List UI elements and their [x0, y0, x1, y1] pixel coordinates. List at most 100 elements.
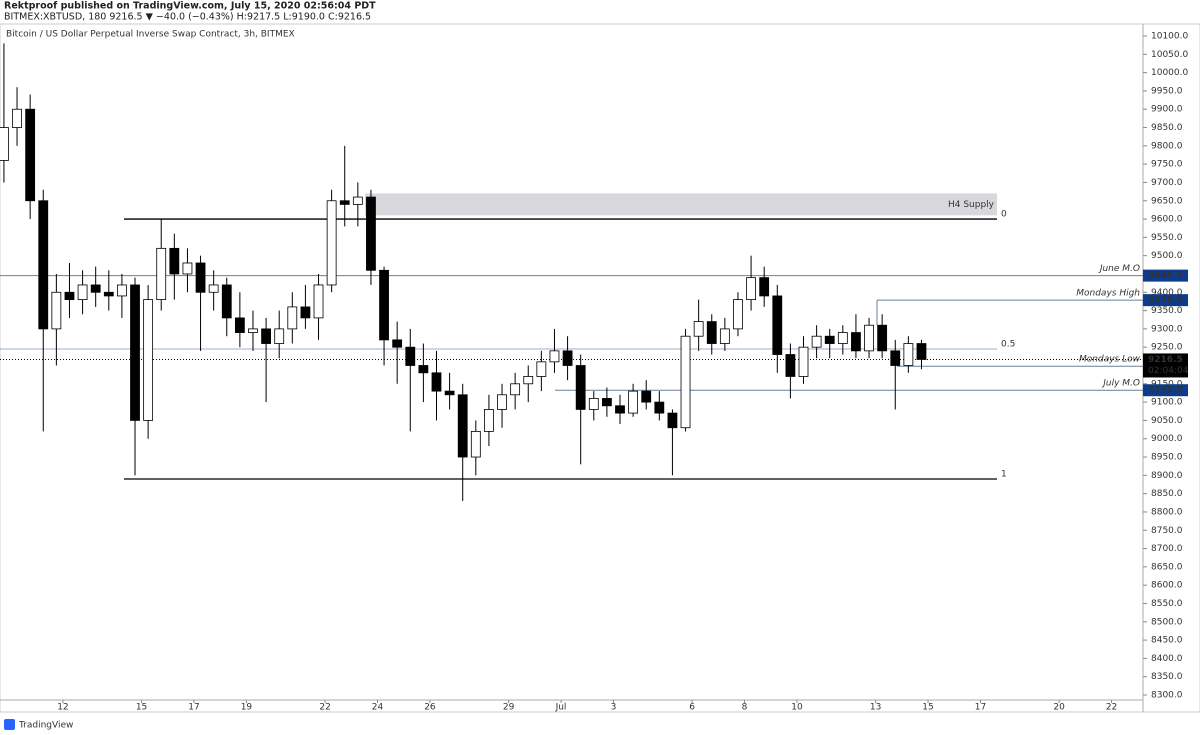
candle-body — [733, 299, 743, 330]
x-tick-label: 8 — [742, 703, 748, 713]
brand: TradingView — [18, 721, 73, 731]
price-tag-label: 9378.5 — [1148, 296, 1183, 306]
candle-body — [418, 365, 429, 374]
y-tick-label: 9350.0 — [1151, 306, 1183, 316]
y-tick-label: 10000.0 — [1151, 68, 1188, 78]
candle-body — [470, 430, 481, 458]
candle-body — [130, 284, 140, 421]
candle-body — [234, 317, 245, 333]
candle-body — [628, 390, 639, 414]
candle-body — [169, 247, 180, 275]
last-price-label: 9216.5 — [1148, 355, 1183, 365]
candle-body — [484, 409, 494, 432]
y-tick-label: 9900.0 — [1151, 105, 1183, 115]
candle-body — [641, 390, 652, 403]
candle-body — [444, 390, 455, 396]
x-tick-label: Jul — [555, 703, 567, 713]
x-tick-label: 13 — [870, 703, 881, 713]
candle-body — [300, 306, 311, 319]
y-tick-label: 8800.0 — [1151, 507, 1183, 517]
level-label: Mondays High — [1076, 289, 1140, 299]
candle-body — [352, 196, 363, 205]
y-tick-label: 9600.0 — [1151, 215, 1183, 225]
level-label: July M.O — [1101, 379, 1140, 389]
candle-body — [195, 262, 206, 293]
candle-body — [248, 328, 258, 333]
candle-body — [667, 412, 678, 429]
candle-body — [549, 350, 560, 363]
candle-body — [798, 346, 809, 377]
x-tick-label: 24 — [372, 703, 384, 713]
y-tick-label: 9550.0 — [1151, 233, 1183, 243]
y-tick-label: 8600.0 — [1151, 581, 1183, 591]
x-tick-label: 12 — [57, 703, 68, 713]
candle-body — [588, 398, 599, 410]
candle-body — [680, 335, 691, 429]
candle-body — [575, 365, 586, 410]
candle-body — [143, 299, 154, 421]
y-tick-label: 8550.0 — [1151, 599, 1183, 609]
candle-body — [392, 339, 403, 348]
candle-body — [64, 291, 75, 300]
x-tick-label: 22 — [1106, 703, 1117, 713]
candle-body — [287, 306, 298, 330]
candle-body — [90, 284, 101, 293]
candle-body — [824, 335, 835, 344]
candle-body — [339, 200, 350, 205]
price-tag-label: 9132.5 — [1148, 386, 1183, 396]
candle-body — [366, 196, 376, 271]
y-tick-label: 8300.0 — [1151, 691, 1183, 701]
y-tick-label: 8900.0 — [1151, 471, 1183, 481]
y-tick-label: 9000.0 — [1151, 434, 1183, 444]
candle-body — [759, 277, 770, 297]
y-tick-label: 8750.0 — [1151, 526, 1183, 536]
candle-body — [746, 277, 756, 300]
supply-label: H4 Supply — [948, 200, 995, 210]
candle-body — [693, 321, 704, 337]
candle-body — [601, 398, 612, 407]
x-tick-label: 22 — [319, 703, 330, 713]
y-tick-label: 8650.0 — [1151, 562, 1183, 572]
candle-body — [890, 350, 901, 366]
x-tick-label: 10 — [791, 703, 803, 713]
candle-body — [457, 394, 468, 458]
candle-body — [851, 332, 861, 352]
candle-body — [536, 361, 547, 377]
x-tick-label: 29 — [503, 703, 515, 713]
candle-body — [497, 394, 507, 410]
candle-body — [837, 332, 848, 344]
y-tick-label: 9300.0 — [1151, 324, 1183, 334]
x-tick-label: 17 — [975, 703, 986, 713]
publisher: Rektproof published on TradingView.com, … — [4, 1, 376, 12]
price-tag — [1143, 294, 1188, 307]
candle-body — [523, 376, 534, 385]
logo — [4, 719, 15, 730]
y-tick-label: 9250.0 — [1151, 343, 1183, 353]
x-tick-label: 15 — [922, 703, 933, 713]
candle-body — [221, 284, 232, 319]
y-tick-label: 10050.0 — [1151, 50, 1188, 60]
y-tick-label: 9850.0 — [1151, 123, 1183, 133]
candle-body — [156, 247, 167, 301]
price-tag — [1143, 269, 1188, 282]
y-tick-label: 8700.0 — [1151, 544, 1183, 554]
candle-body — [654, 401, 665, 414]
countdown: 02:04:04 — [1148, 366, 1189, 376]
candle-body — [182, 262, 193, 275]
y-tick-label: 9800.0 — [1151, 141, 1183, 151]
x-tick-label: 17 — [188, 703, 199, 713]
x-tick-label: 15 — [136, 703, 147, 713]
y-tick-label: 8950.0 — [1151, 453, 1183, 463]
candle-body — [785, 354, 796, 377]
y-tick-label: 9650.0 — [1151, 196, 1183, 206]
candle-body — [431, 372, 442, 392]
y-tick-label: 9050.0 — [1151, 416, 1183, 426]
candle-body — [719, 328, 730, 344]
x-tick-label: 19 — [241, 703, 253, 713]
chart-title: Bitcoin / US Dollar Perpetual Inverse Sw… — [6, 30, 295, 40]
y-tick-label: 9950.0 — [1151, 86, 1183, 96]
candle-body — [562, 350, 573, 366]
candle-body — [877, 324, 888, 352]
